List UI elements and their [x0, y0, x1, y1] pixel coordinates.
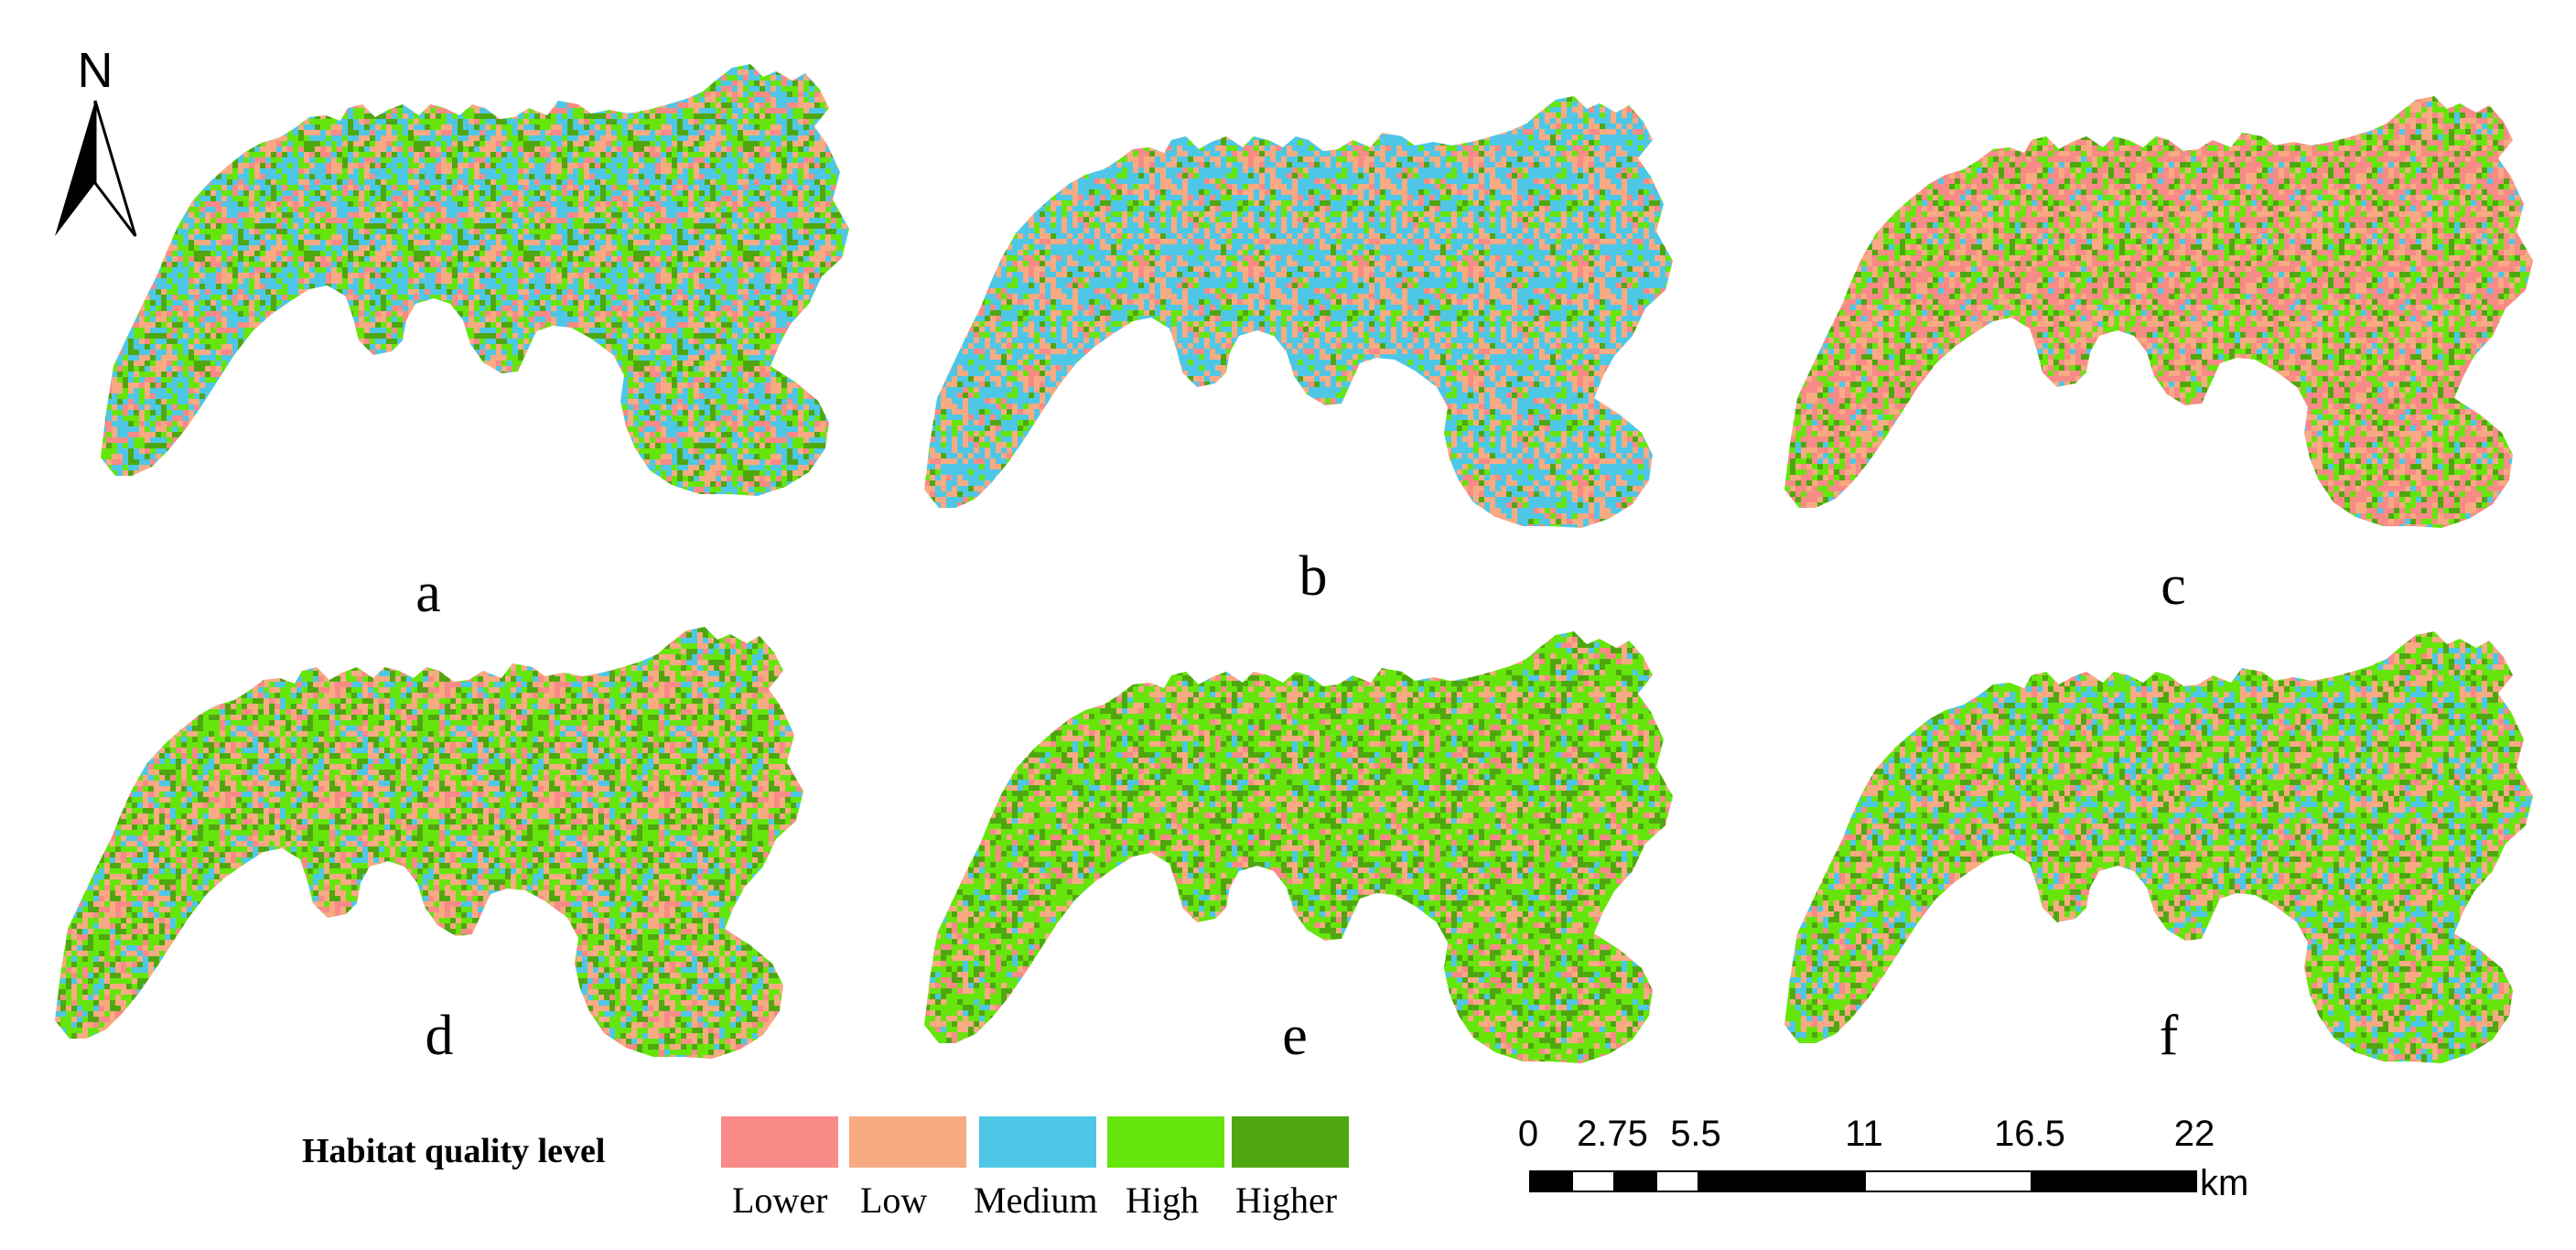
panel-label-d: d: [426, 1005, 454, 1067]
legend-swatch-high: [1107, 1116, 1224, 1168]
panel-label-f: f: [2160, 1005, 2179, 1067]
legend-swatch-medium: [979, 1116, 1096, 1168]
legend-swatch-lower: [721, 1116, 838, 1168]
panel-label-e: e: [1282, 1005, 1308, 1067]
map-panel-e: [924, 631, 1673, 1063]
panel-label-a: a: [415, 562, 441, 624]
north-label: N: [78, 43, 113, 98]
map-panel-a: [101, 64, 849, 496]
panel-label-c: c: [2161, 555, 2186, 617]
map-panel-b: [924, 96, 1673, 528]
scale-tick-16.5: 16.5: [1994, 1114, 2065, 1154]
map-panel-f: [1784, 631, 2533, 1063]
scale-tick-11: 11: [1845, 1114, 1883, 1154]
map-panel-c: [1784, 96, 2533, 528]
legend-title: Habitat quality level: [302, 1132, 605, 1170]
scale-tick-2.75: 2.75: [1577, 1114, 1648, 1154]
scale-tick-0: 0: [1518, 1114, 1538, 1154]
legend-label-high: High: [1126, 1180, 1199, 1221]
panel-label-b: b: [1299, 545, 1328, 608]
legend-swatch-higher: [1232, 1116, 1349, 1168]
scale-tick-5.5: 5.5: [1670, 1114, 1721, 1154]
scale-unit: km: [2200, 1163, 2248, 1203]
scale-tick-22: 22: [2174, 1114, 2215, 1154]
scale-bar-blocks: [1529, 1170, 2197, 1192]
legend-swatch-low: [849, 1116, 966, 1168]
scale-bar: 0 2.75 5.5 11 16.5 22 km: [1518, 1114, 2248, 1203]
legend: Habitat quality level Lower Low Medium H…: [302, 1116, 1349, 1221]
legend-label-low: Low: [860, 1180, 927, 1221]
north-arrow: N: [55, 43, 137, 237]
legend-label-higher: Higher: [1235, 1180, 1337, 1221]
north-arrow-icon: [55, 100, 137, 237]
legend-label-lower: Lower: [732, 1180, 827, 1221]
legend-label-medium: Medium: [974, 1180, 1098, 1221]
map-panel-d: [55, 627, 803, 1059]
